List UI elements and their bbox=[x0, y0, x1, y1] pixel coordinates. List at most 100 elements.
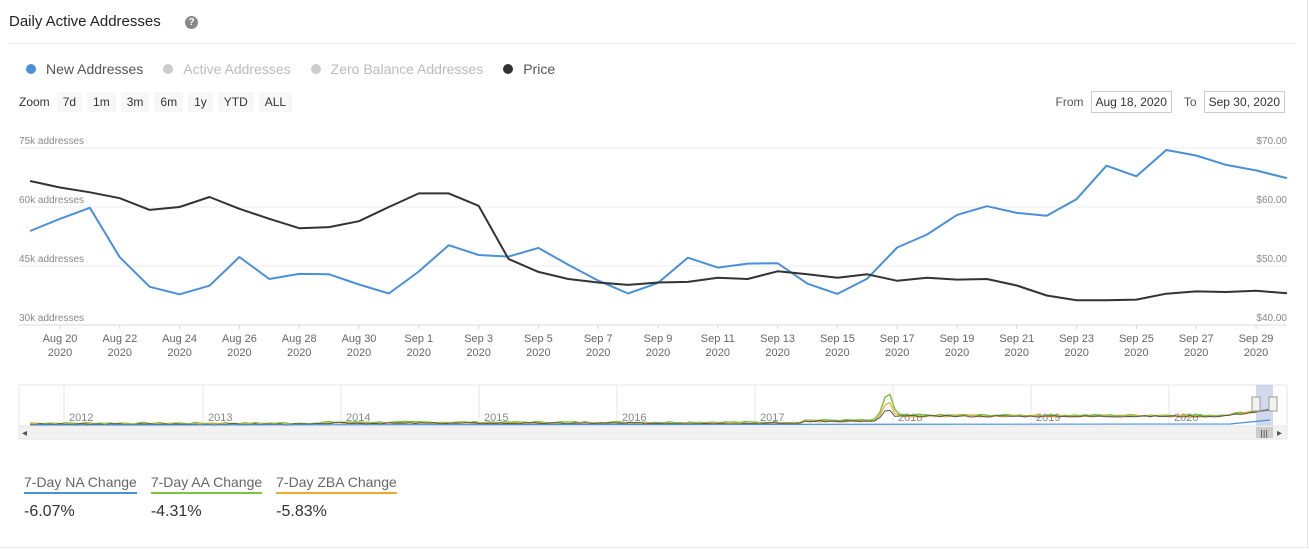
page-title: Daily Active Addresses bbox=[9, 13, 161, 30]
zoom-ytd-button[interactable]: YTD bbox=[217, 92, 254, 112]
y-left-tick-label: 30k addresses bbox=[19, 313, 84, 324]
x-tick-label-year: 2020 bbox=[526, 347, 550, 359]
x-tick-label-year: 2020 bbox=[466, 347, 490, 359]
navigator-scrollbar[interactable] bbox=[18, 425, 1288, 440]
legend-item-new-addresses[interactable]: New Addresses bbox=[26, 61, 143, 77]
zoom-1y-button[interactable]: 1y bbox=[188, 92, 213, 112]
from-label: From bbox=[1055, 95, 1084, 109]
x-tick-label-year: 2020 bbox=[706, 347, 730, 359]
x-tick-label: Sep 9 bbox=[644, 333, 673, 345]
x-tick-label-year: 2020 bbox=[407, 347, 431, 359]
navigator-area[interactable] bbox=[18, 384, 1288, 427]
y-right-tick-label: $40.00 bbox=[1256, 313, 1287, 324]
x-tick-label: Sep 29 bbox=[1239, 333, 1274, 345]
x-tick-label: Sep 27 bbox=[1179, 333, 1214, 345]
zoom-3m-button[interactable]: 3m bbox=[120, 92, 150, 112]
x-tick-label: Sep 3 bbox=[464, 333, 493, 345]
scroll-right-arrow[interactable]: ▸ bbox=[1277, 428, 1282, 439]
navigator-year-label: 2015 bbox=[484, 412, 508, 424]
x-tick-label-year: 2020 bbox=[586, 347, 610, 359]
y-right-tick-label: $60.00 bbox=[1256, 195, 1287, 206]
x-tick-label-year: 2020 bbox=[885, 347, 909, 359]
x-tick-label-year: 2020 bbox=[1124, 347, 1148, 359]
metric-zba-label: 7-Day ZBA Change bbox=[276, 474, 397, 494]
legend-marker-price bbox=[503, 64, 514, 74]
x-tick-label-year: 2020 bbox=[167, 347, 191, 359]
x-tick-label-year: 2020 bbox=[227, 347, 251, 359]
zoom-controls: Zoom 7d 1m 3m 6m 1y YTD ALL bbox=[19, 92, 297, 112]
metric-aa-label: 7-Day AA Change bbox=[150, 474, 263, 494]
metric-zba-change: 7-Day ZBA Change -5.83% bbox=[276, 474, 397, 521]
x-tick-label: Aug 26 bbox=[222, 333, 257, 345]
metric-na-change: 7-Day NA Change -6.07% bbox=[24, 474, 137, 521]
metric-aa-value: -4.31% bbox=[150, 503, 202, 520]
to-date-input[interactable]: Sep 30, 2020 bbox=[1203, 91, 1285, 113]
x-tick-label: Sep 7 bbox=[584, 333, 613, 345]
metric-na-value: -6.07% bbox=[24, 503, 75, 520]
x-tick-label-year: 2020 bbox=[48, 347, 72, 359]
x-tick-label: Aug 30 bbox=[342, 333, 377, 345]
x-tick-label: Sep 1 bbox=[404, 333, 433, 345]
x-tick-label: Aug 22 bbox=[102, 333, 137, 345]
x-tick-label-year: 2020 bbox=[1244, 347, 1268, 359]
legend-label-new-addresses: New Addresses bbox=[46, 61, 144, 77]
navigator-year-label: 2013 bbox=[208, 412, 232, 424]
metric-na-label: 7-Day NA Change bbox=[24, 474, 137, 494]
change-metrics: 7-Day NA Change -6.07% 7-Day AA Change -… bbox=[24, 474, 397, 521]
zoom-6m-button[interactable]: 6m bbox=[154, 92, 184, 112]
navigator-year-label: 2019 bbox=[1036, 412, 1060, 424]
x-tick-label: Sep 13 bbox=[760, 333, 795, 345]
x-tick-label: Sep 11 bbox=[701, 333, 735, 345]
legend-item-price[interactable]: Price bbox=[503, 61, 555, 77]
metric-aa-change: 7-Day AA Change -4.31% bbox=[150, 474, 263, 521]
scrollbar-grip-icon[interactable]: ||| bbox=[1260, 429, 1268, 438]
legend-item-zero-balance-addresses[interactable]: Zero Balance Addresses bbox=[310, 61, 484, 77]
navigator-series-price bbox=[29, 409, 1276, 426]
navigator-right-handle[interactable] bbox=[1268, 396, 1278, 412]
y-right-tick-label: $70.00 bbox=[1256, 136, 1287, 147]
help-icon[interactable]: ? bbox=[185, 16, 198, 29]
legend-label-active-addresses: Active Addresses bbox=[183, 61, 291, 77]
legend-label-zero-balance-addresses: Zero Balance Addresses bbox=[330, 61, 484, 77]
zoom-1m-button[interactable]: 1m bbox=[87, 92, 116, 112]
x-tick-label-year: 2020 bbox=[945, 347, 969, 359]
x-tick-label-year: 2020 bbox=[1005, 347, 1029, 359]
zoom-all-button[interactable]: ALL bbox=[258, 92, 293, 112]
navigator-year-label: 2012 bbox=[69, 412, 93, 424]
x-tick-label: Sep 15 bbox=[820, 333, 855, 345]
x-tick-label: Sep 25 bbox=[1119, 333, 1154, 345]
x-tick-label: Sep 17 bbox=[880, 333, 915, 345]
series-line-price bbox=[29, 180, 1287, 302]
navigator-year-label: 2020 bbox=[1174, 412, 1198, 424]
x-tick-label-year: 2020 bbox=[1064, 347, 1088, 359]
y-left-tick-label: 60k addresses bbox=[19, 195, 84, 206]
scroll-left-arrow[interactable]: ◂ bbox=[22, 428, 27, 439]
legend-marker-active-addresses bbox=[163, 64, 174, 74]
zoom-7d-button[interactable]: 7d bbox=[56, 92, 83, 112]
legend: New Addresses Active Addresses Zero Bala… bbox=[26, 61, 555, 77]
x-tick-label: Aug 24 bbox=[162, 333, 197, 345]
legend-marker-new-addresses bbox=[26, 64, 36, 74]
navigator-year-label: 2014 bbox=[346, 412, 370, 424]
y-left-tick-label: 75k addresses bbox=[19, 136, 84, 147]
x-tick-label: Aug 28 bbox=[282, 333, 317, 345]
from-date-input[interactable]: Aug 18, 2020 bbox=[1090, 91, 1172, 113]
x-tick-label-year: 2020 bbox=[825, 347, 849, 359]
x-tick-label: Sep 23 bbox=[1059, 333, 1094, 345]
x-tick-label: Sep 21 bbox=[999, 333, 1034, 345]
to-label: To bbox=[1183, 95, 1197, 109]
navigator-scrollbar-thumb[interactable] bbox=[1256, 427, 1273, 438]
x-tick-label-year: 2020 bbox=[646, 347, 670, 359]
x-tick-label-year: 2020 bbox=[765, 347, 789, 359]
navigator-series-new bbox=[29, 419, 1271, 426]
navigator-left-handle[interactable] bbox=[1251, 396, 1261, 412]
legend-item-active-addresses[interactable]: Active Addresses bbox=[163, 61, 291, 77]
navigator-selection[interactable] bbox=[1256, 385, 1273, 426]
metric-zba-value: -5.83% bbox=[276, 503, 327, 520]
series-line-new-addresses bbox=[29, 149, 1287, 296]
y-left-tick-label: 45k addresses bbox=[19, 254, 84, 265]
x-tick-label: Sep 19 bbox=[940, 333, 975, 345]
x-tick-label-year: 2020 bbox=[347, 347, 371, 359]
x-tick-label: Sep 5 bbox=[524, 333, 553, 345]
